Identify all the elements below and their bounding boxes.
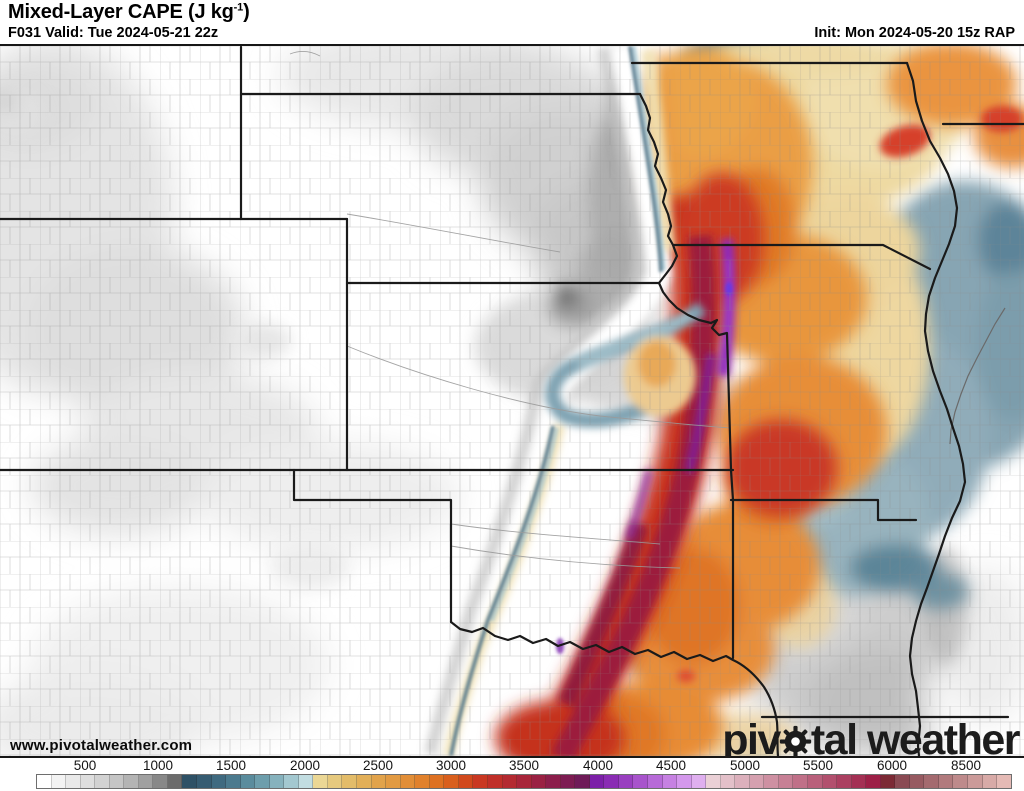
colorbar-tick-label: 1000 (142, 758, 174, 773)
colorbar-swatch (109, 775, 125, 788)
colorbar-swatch (618, 775, 634, 788)
colorbar-swatch (953, 775, 968, 788)
colorbar-swatch (255, 775, 270, 788)
colorbar-swatch (371, 775, 387, 788)
colorbar-swatch (415, 775, 430, 788)
colorbar-tick-label: 8500 (950, 758, 982, 773)
forecast-valid-time: F031 Valid: Tue 2024-05-21 22z (8, 25, 219, 41)
colorbar-swatch (124, 775, 139, 788)
colorbar-swatch (938, 775, 954, 788)
colorbar-swatch (444, 775, 459, 788)
colorbar-swatch (589, 775, 605, 788)
colorbar-tick-label: 3000 (435, 758, 467, 773)
colorbar-swatches (36, 774, 1012, 789)
header: Mixed-Layer CAPE (J kg-1) F031 Valid: Tu… (0, 0, 1024, 44)
colorbar-swatch (284, 775, 299, 788)
colorbar-tick-labels: 500 1000 1500 2000 2500 3000 3500 4000 4500 5000 5… (0, 758, 1024, 774)
colorbar-swatch (487, 775, 503, 788)
colorbar-swatch (342, 775, 358, 788)
colorbar-tick-label: 6000 (876, 758, 908, 773)
colorbar-tick-label: 3500 (508, 758, 540, 773)
colorbar-swatch (982, 775, 998, 788)
colorbar-swatch (66, 775, 81, 788)
colorbar-swatch (327, 775, 343, 788)
colorbar-swatch (575, 775, 590, 788)
colorbar-swatch (80, 775, 96, 788)
map-canvas (0, 46, 1024, 756)
colorbar-swatch (37, 775, 52, 788)
colorbar-tick-label: 2000 (289, 758, 321, 773)
colorbar-tick-label: 500 (73, 758, 97, 773)
colorbar-swatch (880, 775, 896, 788)
colorbar-tick-label: 4500 (655, 758, 687, 773)
colorbar-swatch (458, 775, 474, 788)
page-title: Mixed-Layer CAPE (J kg-1) (8, 1, 250, 23)
colorbar-tick-label: 5500 (802, 758, 834, 773)
colorbar-swatch (837, 775, 852, 788)
colorbar-swatch (386, 775, 401, 788)
colorbar-tick-label: 4000 (582, 758, 614, 773)
colorbar-swatch (400, 775, 416, 788)
colorbar-swatch (662, 775, 678, 788)
watermark-url: www.pivotalweather.com (10, 737, 193, 754)
colorbar-swatch (429, 775, 445, 788)
colorbar-swatch (735, 775, 750, 788)
colorbar-swatch (95, 775, 110, 788)
colorbar-swatch (691, 775, 707, 788)
colorbar-swatch (647, 775, 663, 788)
colorbar-swatch (604, 775, 619, 788)
pivotal-weather-logo: piv tal weather (722, 716, 1021, 764)
colorbar-swatch (51, 775, 67, 788)
colorbar-swatch (720, 775, 736, 788)
colorbar-tick-label: 2500 (362, 758, 394, 773)
colorbar-swatch (197, 775, 212, 788)
colorbar-swatch (677, 775, 692, 788)
colorbar-swatch (968, 775, 983, 788)
colorbar-swatch (182, 775, 198, 788)
colorbar-swatch (749, 775, 765, 788)
model-init-time: Init: Mon 2024-05-20 15z RAP (814, 25, 1015, 41)
colorbar-tick-label: 5000 (729, 758, 761, 773)
colorbar-swatch (313, 775, 328, 788)
colorbar-swatch (909, 775, 925, 788)
colorbar-swatch (706, 775, 721, 788)
colorbar-swatch (822, 775, 838, 788)
weather-map: www.pivotalweather.com piv tal weather (0, 44, 1024, 762)
colorbar-swatch (851, 775, 867, 788)
colorbar-swatch (240, 775, 256, 788)
colorbar-swatch (473, 775, 488, 788)
colorbar-swatch (531, 775, 547, 788)
colorbar-swatch (167, 775, 183, 788)
colorbar-swatch (895, 775, 910, 788)
colorbar-tick-label: 1500 (215, 758, 247, 773)
colorbar-swatch (924, 775, 939, 788)
colorbar-swatch (997, 775, 1011, 788)
colorbar-swatch (138, 775, 154, 788)
colorbar-swatch (517, 775, 532, 788)
colorbar-swatch (153, 775, 168, 788)
title-superscript: -1 (233, 1, 244, 14)
colorbar-legend: 500 1000 1500 2000 2500 3000 3500 4000 4500 5000 5… (0, 758, 1024, 791)
colorbar-swatch (793, 775, 808, 788)
rivers-minor (289, 51, 732, 569)
colorbar-swatch (269, 775, 285, 788)
colorbar-swatch (546, 775, 561, 788)
colorbar-swatch (764, 775, 779, 788)
colorbar-swatch (298, 775, 314, 788)
logo-text-tal-weather: tal weather (810, 716, 1021, 764)
colorbar-swatch (560, 775, 576, 788)
colorbar-swatch (502, 775, 518, 788)
logo-text-piv: piv (722, 716, 781, 764)
colorbar-swatch (226, 775, 241, 788)
county-lines (0, 46, 1024, 756)
colorbar-swatch (807, 775, 823, 788)
state-borders (0, 46, 1024, 756)
colorbar-swatch (866, 775, 881, 788)
colorbar-swatch (633, 775, 648, 788)
colorbar-swatch (211, 775, 227, 788)
gear-icon (779, 725, 812, 758)
colorbar-swatch (357, 775, 372, 788)
colorbar-swatch (778, 775, 794, 788)
